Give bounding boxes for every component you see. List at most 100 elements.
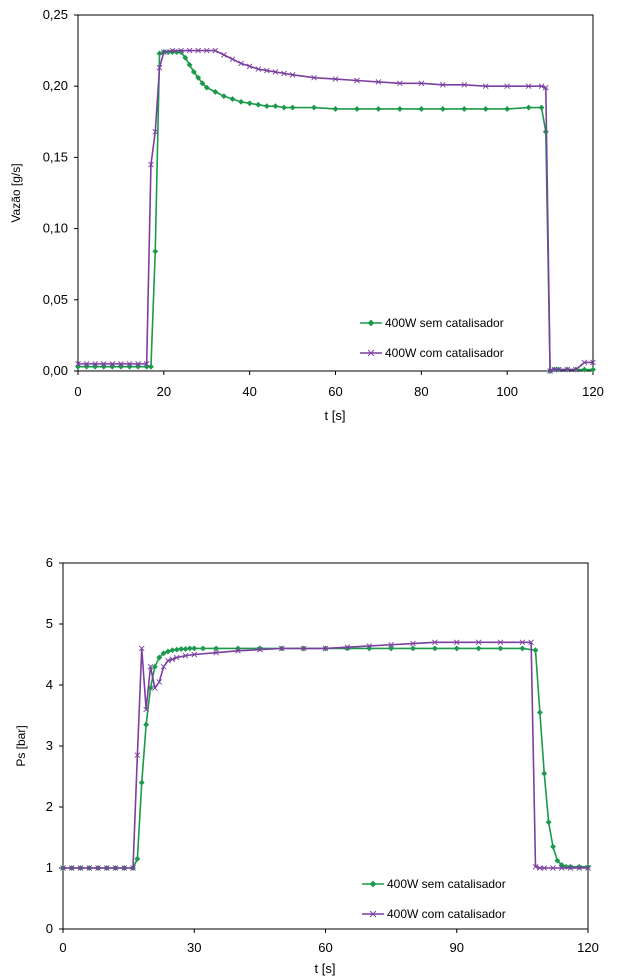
legend-marker: [369, 910, 377, 918]
data-point: [263, 103, 270, 110]
x-tick-label: 0: [74, 384, 81, 399]
y-tick-label: 2: [46, 799, 53, 814]
data-point: [152, 685, 158, 691]
x-tick-label: 120: [582, 384, 604, 399]
data-point: [475, 645, 482, 652]
data-point: [203, 84, 210, 91]
data-point: [545, 819, 552, 826]
y-tick-label: 6: [46, 555, 53, 570]
x-tick-label: 120: [577, 940, 599, 955]
data-point: [238, 60, 244, 67]
legend-label: 400W com catalisador: [387, 907, 506, 921]
y-tick-label: 5: [46, 616, 53, 631]
data-point: [461, 106, 468, 112]
data-point: [165, 657, 171, 664]
data-point: [573, 366, 579, 373]
data-point: [186, 61, 193, 68]
x-tick-label: 20: [157, 384, 171, 399]
data-point: [397, 80, 403, 87]
legend-item: 400W sem catalisador: [362, 877, 506, 891]
data-point: [213, 645, 220, 652]
data-point: [186, 47, 193, 54]
data-point: [311, 104, 317, 111]
y-tick-label: 0,05: [43, 292, 68, 307]
data-point: [519, 639, 526, 646]
data-point: [199, 80, 206, 87]
legend-item: 400W sem catalisador: [360, 316, 504, 330]
x-tick-label: 0: [59, 940, 66, 955]
data-point: [281, 70, 287, 77]
legend-marker: [367, 319, 375, 327]
data-point: [191, 651, 198, 658]
data-point: [525, 104, 532, 111]
data-point: [590, 359, 596, 366]
x-axis-label: t [s]: [315, 961, 336, 976]
data-point: [68, 865, 75, 871]
data-point: [246, 63, 253, 70]
data-point: [143, 721, 150, 728]
data-point: [497, 645, 504, 652]
legend: 400W sem catalisador 400W com catalisador: [360, 316, 504, 360]
data-point: [576, 865, 583, 871]
data-point: [541, 770, 548, 777]
series-layer: [75, 47, 596, 374]
data-point: [528, 639, 534, 646]
series-line: [78, 49, 593, 372]
data-point: [221, 52, 227, 58]
legend-item: 400W com catalisador: [360, 346, 504, 360]
data-point: [246, 100, 253, 107]
x-tick-label: 80: [414, 384, 428, 399]
data-point: [173, 646, 180, 653]
data-point: [388, 641, 394, 648]
data-point: [558, 865, 565, 871]
data-point: [203, 47, 210, 54]
data-point: [161, 49, 167, 55]
data-point: [147, 663, 154, 670]
data-point: [332, 76, 339, 82]
data-point: [461, 81, 468, 88]
y-tick-label: 4: [46, 677, 53, 692]
data-point: [134, 752, 141, 758]
data-point: [354, 77, 360, 84]
x-axis-label: t [s]: [325, 408, 346, 423]
data-point: [148, 363, 154, 370]
data-point: [130, 865, 136, 871]
data-point: [439, 81, 446, 88]
data-point: [92, 361, 98, 367]
series-line: [63, 641, 588, 869]
data-point: [322, 645, 329, 652]
data-point: [439, 106, 446, 112]
y-tick-label: 0,25: [43, 7, 68, 22]
data-point: [100, 361, 107, 367]
data-point: [255, 66, 262, 72]
data-point: [311, 74, 317, 81]
data-point: [541, 865, 548, 871]
data-point: [550, 865, 556, 871]
data-point: [289, 71, 296, 78]
data-point: [212, 47, 219, 54]
data-point: [278, 645, 285, 652]
y-tick-label: 3: [46, 738, 53, 753]
data-point: [538, 104, 545, 111]
legend-label: 400W sem catalisador: [387, 877, 506, 891]
data-point: [156, 654, 163, 661]
data-point: [482, 83, 489, 90]
data-point: [152, 248, 159, 255]
data-point: [536, 709, 543, 716]
data-point: [257, 646, 263, 653]
data-point: [138, 645, 145, 652]
data-point: [77, 865, 84, 871]
data-point: [182, 652, 189, 659]
data-point: [213, 649, 219, 656]
data-point: [453, 645, 460, 652]
data-point: [109, 361, 116, 367]
y-axis-label: Vazão [g/s]: [9, 163, 23, 222]
data-point: [86, 865, 93, 871]
data-point: [156, 64, 163, 71]
series-line: [63, 647, 588, 869]
data-point: [431, 645, 438, 652]
data-point: [95, 865, 101, 871]
vazao-chart: Vazão [g/s] t [s] 0 20 40 60 80 100 120 0,00 0,0…: [9, 7, 604, 423]
data-point: [581, 366, 588, 373]
